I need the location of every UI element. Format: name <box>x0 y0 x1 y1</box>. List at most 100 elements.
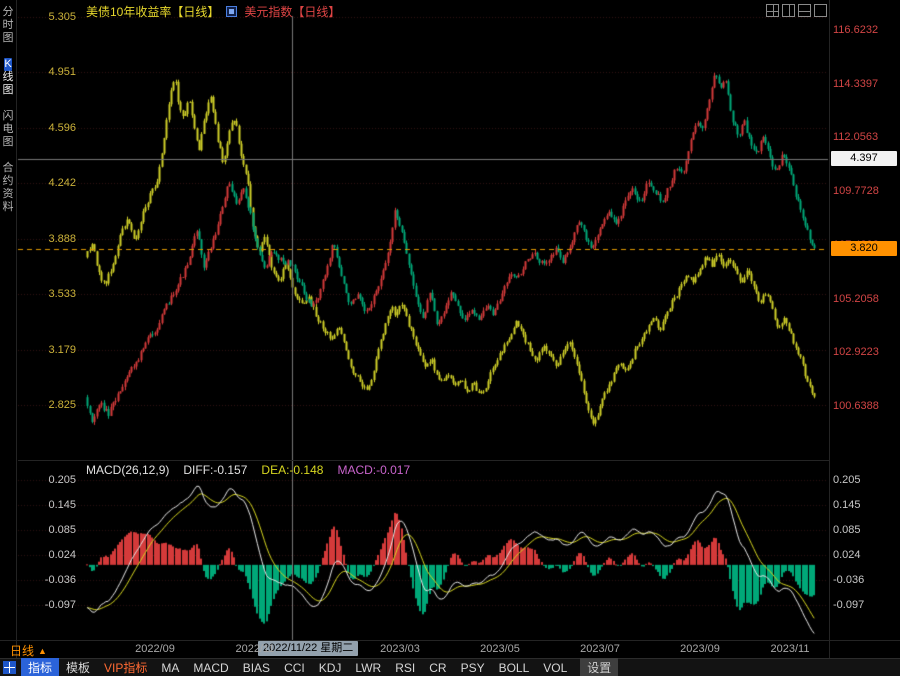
indicator-grid-icon[interactable] <box>3 661 16 674</box>
macd-right-axis-tick: 0.085 <box>833 523 861 536</box>
tab-vol[interactable]: VOL <box>543 660 568 675</box>
macd-bar-value: MACD:-0.017 <box>337 463 411 477</box>
x-axis-date-label: 2023/09 <box>680 643 720 655</box>
x-axis-date-label: 2022/11 <box>235 643 275 655</box>
right-axis-tick: 116.6232 <box>833 24 879 36</box>
crosshair-date-tag: 2022/11/22 星期二 <box>258 641 359 656</box>
layout-single-icon[interactable] <box>814 4 827 17</box>
chart-legend: 美债10年收益率【日线】 美元指数【日线】 <box>86 3 340 20</box>
left-axis-tick: 3.533 <box>48 288 76 301</box>
left-axis-tick: 3.888 <box>48 232 76 245</box>
overlay-series-icon[interactable] <box>226 6 238 17</box>
tab-indicator[interactable]: 指标 <box>21 658 60 676</box>
sidebar-item-contract-info[interactable]: 合约资料 <box>3 162 14 214</box>
sidebar-item-time-chart[interactable]: 分时图 <box>3 6 14 45</box>
macd-right-axis-tick: 0.024 <box>833 548 861 561</box>
tab-settings[interactable]: 设置 <box>580 658 619 676</box>
left-axis-tick: 4.951 <box>48 66 76 79</box>
macd-left-axis-tick: -0.036 <box>44 573 76 586</box>
x-axis-date-label: 2023/11 <box>770 643 810 655</box>
macd-right-axis-tick: -0.036 <box>833 573 865 586</box>
period-arrow-icon: ▲ <box>38 645 47 656</box>
sidebar-item-char: 合 <box>2 162 14 174</box>
macd-right-axis-tick: 0.145 <box>833 498 861 511</box>
sidebar-item-char: K <box>4 58 12 71</box>
crosshair-price-tag: 4.397 <box>831 151 897 167</box>
period-label: 日线 <box>10 644 35 658</box>
layout-vsplit-icon[interactable] <box>782 4 795 17</box>
sidebar-item-char: 图 <box>2 84 14 96</box>
xaxis-divider <box>0 640 900 641</box>
x-axis-date-label: 2023/07 <box>580 643 620 655</box>
right-axis-tick: 105.2058 <box>833 292 879 305</box>
icon-line <box>4 667 15 668</box>
right-axis-tick: 102.9223 <box>833 346 879 359</box>
tab-macd[interactable]: MACD <box>193 660 229 675</box>
sidebar-item-char: 图 <box>2 136 14 148</box>
right-axis-tick: 112.0563 <box>833 131 879 144</box>
last-price-tag: 3.820 <box>831 241 897 257</box>
x-axis-date-label: 2023/03 <box>380 643 420 655</box>
left-axis-tick: 3.179 <box>48 343 76 356</box>
icon-line <box>799 11 810 12</box>
icon-line <box>789 5 790 16</box>
tab-cr[interactable]: CR <box>429 660 447 675</box>
macd-left-axis-tick: 0.085 <box>48 523 76 536</box>
macd-left-axis-tick: -0.097 <box>44 599 76 611</box>
macd-formula-label[interactable]: MACD(26,12,9) <box>86 463 170 477</box>
macd-right-axis-tick: -0.097 <box>833 599 865 611</box>
layout-quad-icon[interactable] <box>766 4 779 17</box>
icon-line <box>773 5 774 16</box>
left-axis-tick: 2.825 <box>48 399 76 411</box>
sidebar-item-char: 时 <box>2 19 14 31</box>
macd-right-axis-tick: 0.205 <box>833 474 861 486</box>
indicator-tabs: 指标 模板 VIP指标 MA MACD BIAS CCI KDJ LWR RSI CR PSY BOLL… <box>21 658 619 676</box>
tab-bias[interactable]: BIAS <box>242 660 271 675</box>
sidebar-item-char: 资 <box>2 188 14 200</box>
x-axis-date-label: 2023/05 <box>480 643 520 655</box>
right-axis-tick: 100.6388 <box>833 400 879 412</box>
layout-hsplit-icon[interactable] <box>798 4 811 17</box>
period-selector[interactable]: 日线 ▲ <box>10 642 47 659</box>
sidebar-item-char: 图 <box>2 32 14 44</box>
tab-psy[interactable]: PSY <box>460 660 485 675</box>
layout-icons-group <box>766 4 827 17</box>
left-axis-tick: 5.305 <box>48 11 76 23</box>
macd-dea-value: DEA:-0.148 <box>261 463 324 477</box>
x-axis-date-label: 2022/09 <box>135 643 175 655</box>
x-axis-row: 日线 ▲ 2022/11/22 星期二 2022/09 2022/11 2023/0… <box>0 641 900 659</box>
icon-line <box>767 11 778 12</box>
right-axis-tick: 109.7728 <box>833 185 879 198</box>
tab-vip-indicator[interactable]: VIP指标 <box>104 661 148 675</box>
left-axis-tick: 4.242 <box>48 177 76 190</box>
left-axis-tick: 4.596 <box>48 121 76 134</box>
sidebar-item-char: 约 <box>2 175 14 187</box>
macd-diff-value: DIFF:-0.157 <box>183 463 248 477</box>
sidebar-item-flash-chart[interactable]: 闪电图 <box>3 110 14 149</box>
tab-rsi[interactable]: RSI <box>395 660 416 675</box>
tab-kdj[interactable]: KDJ <box>318 660 342 675</box>
indicator-toolbar: 指标 模板 VIP指标 MA MACD BIAS CCI KDJ LWR RSI CR PSY BOLL… <box>0 658 900 676</box>
tab-lwr[interactable]: LWR <box>355 660 382 675</box>
sidebar-item-char: 料 <box>2 201 14 213</box>
tab-cci[interactable]: CCI <box>284 660 305 675</box>
axis-divider <box>829 0 830 658</box>
overlay-series-label[interactable]: 美元指数【日线】 <box>244 5 341 19</box>
tab-ma[interactable]: MA <box>161 660 180 675</box>
sidebar-item-char: 闪 <box>2 110 14 122</box>
sidebar-item-char: 分 <box>2 6 14 18</box>
tab-template[interactable]: 模板 <box>66 661 91 675</box>
sidebar-item-char: 电 <box>2 123 14 135</box>
macd-header: MACD(26,12,9) DIFF:-0.157 DEA:-0.148 MAC… <box>86 463 410 477</box>
right-axis-tick: 114.3397 <box>833 77 879 90</box>
macd-left-axis-tick: 0.205 <box>48 474 76 486</box>
macd-left-axis-tick: 0.145 <box>48 498 76 511</box>
pane-divider <box>18 460 829 461</box>
macd-left-axis-tick: 0.024 <box>48 548 76 561</box>
tab-boll[interactable]: BOLL <box>498 660 530 675</box>
main-series-label[interactable]: 美债10年收益率【日线】 <box>86 5 220 19</box>
